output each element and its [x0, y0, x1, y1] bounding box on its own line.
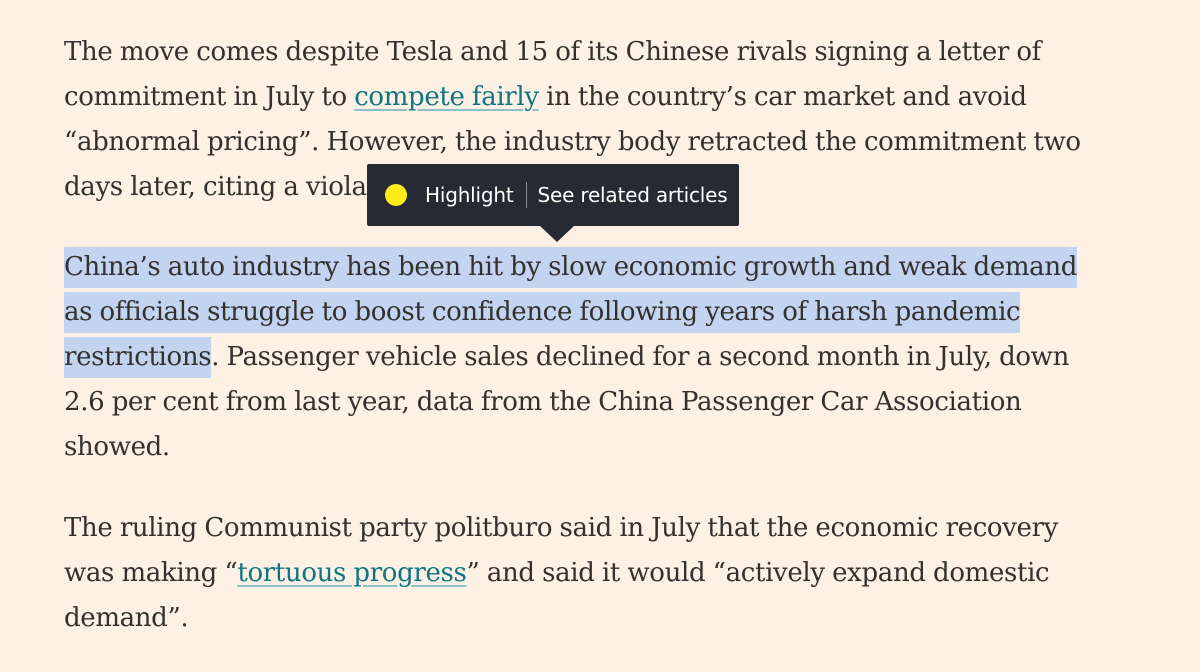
text-line: was making “tortuous progress” and said …	[64, 551, 1074, 596]
text-segment: commitment in July to	[64, 82, 355, 112]
text-line: “abnormal pricing”. However, the industr…	[64, 127, 1081, 157]
text-segment: ” and said it would “actively expand dom…	[466, 558, 1050, 588]
text-line: China’s auto industry has been hit by sl…	[64, 245, 1077, 290]
highlight-button[interactable]: Highlight	[425, 183, 514, 207]
text-line: 2.6 per cent from last year, data from t…	[64, 387, 1022, 417]
paragraph-1: The move comes despite Tesla and 15 of i…	[64, 30, 1081, 210]
text-segment: was making “	[64, 558, 238, 588]
highlight-dot-icon[interactable]	[385, 184, 407, 206]
text-line: commitment in July to compete fairly in …	[64, 75, 1074, 120]
text-segment: in the country’s car market and avoid	[538, 82, 1027, 112]
text-line: The ruling Communist party politburo sai…	[64, 513, 1058, 543]
text-line: The move comes despite Tesla and 15 of i…	[64, 37, 1041, 67]
compete-fairly-link[interactable]: compete fairly	[354, 82, 539, 112]
tortuous-progress-link[interactable]: tortuous progress	[237, 558, 467, 588]
see-related-articles-button[interactable]: See related articles	[537, 183, 728, 207]
text-line: restrictions. Passenger vehicle sales de…	[64, 335, 1074, 380]
selected-text[interactable]: China’s auto industry has been hit by sl…	[64, 247, 1077, 288]
text-segment: . Passenger vehicle sales declined for a…	[211, 342, 1069, 372]
paragraph-3: The ruling Communist party politburo sai…	[64, 506, 1074, 641]
paragraph-2: China’s auto industry has been hit by sl…	[64, 245, 1077, 470]
selected-text[interactable]: as officials struggle to boost confidenc…	[64, 292, 1021, 333]
text-line: days later, citing a violat	[64, 172, 377, 202]
selection-popup: Highlight See related articles	[367, 164, 739, 242]
text-line: as officials struggle to boost confidenc…	[64, 290, 1074, 335]
text-line: showed.	[64, 432, 170, 462]
popup-divider	[525, 182, 527, 208]
selected-text[interactable]: restrictions	[64, 337, 212, 378]
text-line: demand”.	[64, 603, 189, 633]
